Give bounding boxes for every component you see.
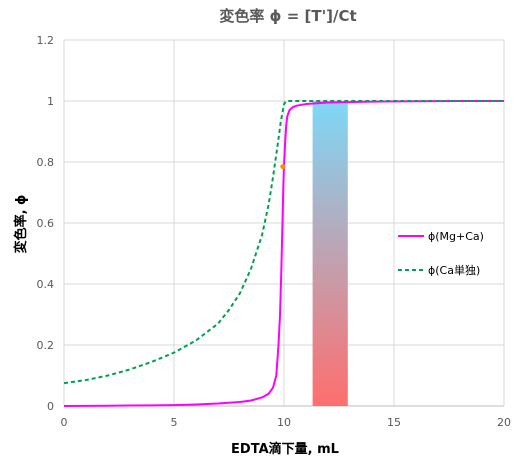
y-tick-label: 0.4 — [37, 278, 55, 291]
legend: ϕ(Mg+Ca) ϕ(Ca単独) — [398, 230, 484, 277]
chart-title: 変色率 ϕ = [T']/Ct — [219, 7, 356, 25]
x-tick-label: 5 — [171, 416, 178, 429]
y-tick-label: 0.6 — [37, 217, 55, 230]
x-tick-label: 0 — [61, 416, 68, 429]
shaded-band-layer — [312, 101, 348, 406]
y-tick-label: 0 — [47, 400, 54, 413]
x-tick-label: 20 — [497, 416, 511, 429]
y-tick-label: 0.8 — [37, 156, 55, 169]
x-tick-label: 10 — [277, 416, 291, 429]
legend-label-mg-ca: ϕ(Mg+Ca) — [428, 230, 484, 243]
series-layer — [63, 100, 504, 407]
series-line-ca-only — [63, 100, 504, 385]
x-axis-title: EDTA滴下量, mL — [231, 441, 339, 457]
tick-labels: 0 0.2 0.4 0.6 0.8 1 1.2 0 5 10 15 20 — [37, 34, 512, 429]
gridlines — [63, 39, 505, 407]
series-line-mg-ca — [63, 100, 504, 407]
shaded-band — [312, 101, 348, 406]
y-tick-label: 0.2 — [37, 339, 55, 352]
legend-label-ca-only: ϕ(Ca単独) — [428, 263, 480, 277]
x-tick-label: 15 — [387, 416, 401, 429]
y-tick-label: 1 — [47, 95, 54, 108]
highlight-point — [280, 163, 286, 170]
y-tick-label: 1.2 — [37, 34, 55, 47]
y-axis-title: 変色率, ϕ — [13, 195, 29, 254]
